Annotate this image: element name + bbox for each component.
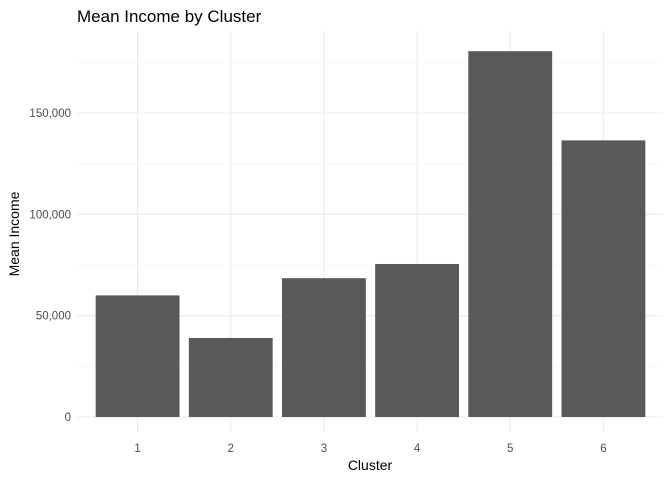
x-axis-tick-labels: 1 2 3 4 5 6 [134,443,606,455]
y-tick-label: 50,000 [36,311,71,323]
bar-cluster-5 [468,51,553,417]
y-tick-label: 100,000 [29,209,71,221]
x-tick-label: 6 [600,443,606,455]
x-tick-label: 3 [321,443,327,455]
y-axis-tick-labels: 0 50,000 100,000 150,000 [29,108,71,424]
bar-cluster-4 [375,263,460,417]
bars [95,51,646,418]
x-tick-label: 5 [507,443,513,455]
x-axis-title: Cluster [348,457,393,473]
bar-cluster-6 [561,140,646,418]
bar-cluster-1 [95,295,180,417]
x-tick-label: 2 [228,443,234,455]
x-tick-label: 1 [134,443,140,455]
chart-title: Mean Income by Cluster [77,7,262,26]
bar-cluster-2 [188,337,273,417]
y-tick-label: 0 [65,412,71,424]
bar-cluster-3 [281,278,366,417]
y-axis-title: Mean Income [6,191,22,276]
y-tick-label: 150,000 [29,108,71,120]
x-tick-label: 4 [414,443,421,455]
